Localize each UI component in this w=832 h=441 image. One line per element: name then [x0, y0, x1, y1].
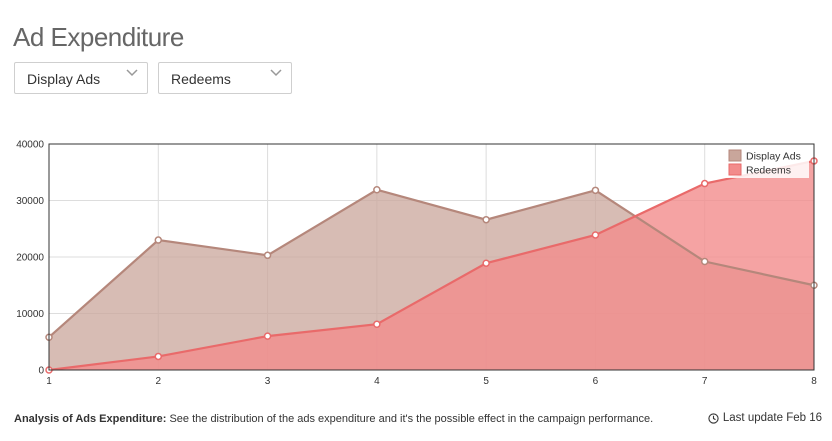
- series-line-0: [48, 188, 815, 339]
- last-update-text: Last update Feb 16: [722, 412, 822, 424]
- data-point: [482, 259, 490, 267]
- data-point: [482, 215, 490, 224]
- data-point: [700, 179, 709, 188]
- x-tick-label: 7: [702, 376, 708, 387]
- data-point: [263, 332, 272, 340]
- data-point: [700, 257, 709, 266]
- y-tick-label: 20000: [16, 253, 44, 264]
- x-tick-label: 2: [156, 376, 162, 387]
- plot-border: [48, 143, 815, 371]
- metric-select-2[interactable]: Redeems: [158, 62, 292, 94]
- data-point: [154, 236, 163, 244]
- metric-select-1[interactable]: Display Ads: [14, 62, 148, 94]
- legend-swatch: [728, 149, 742, 162]
- data-point: [373, 320, 381, 328]
- x-tick-label: 8: [811, 376, 817, 387]
- series-area-1: [49, 160, 814, 370]
- data-point: [263, 251, 272, 260]
- legend-label: Redeems: [746, 165, 791, 177]
- legend-label: Display Ads: [746, 151, 801, 163]
- data-point: [591, 231, 600, 239]
- x-tick-label: 5: [483, 376, 489, 387]
- y-tick-label: 30000: [16, 196, 44, 207]
- data-point: [154, 352, 163, 361]
- metric-select-1-value: Display Ads: [27, 71, 101, 87]
- y-tick-label: 40000: [16, 140, 44, 151]
- x-tick-label: 4: [374, 376, 380, 387]
- series-line-1: [48, 159, 815, 372]
- footer-label: Analysis of Ads Expenditure:: [14, 413, 167, 425]
- data-point: [373, 186, 381, 194]
- clock-icon: [708, 412, 719, 424]
- page-title: Ad Expenditure: [13, 22, 184, 52]
- footer-text: See the distribution of the ads expendit…: [166, 413, 654, 425]
- chevron-down-icon: [126, 69, 138, 77]
- area-chart: 1 2 3 4 5 6 7 8 0 10000 20000 30000 40000 Display Ads…: [16, 140, 818, 387]
- y-tick-label: 10000: [16, 309, 44, 320]
- x-tick-label: 6: [593, 376, 599, 387]
- x-tick-label: 3: [265, 376, 271, 387]
- legend-swatch: [728, 163, 742, 176]
- x-tick-label: 1: [46, 376, 52, 387]
- metric-select-2-value: Redeems: [171, 71, 231, 87]
- footer-description: Analysis of Ads Expenditure: See the dis…: [14, 413, 653, 425]
- last-update: Last update Feb 16: [708, 412, 822, 424]
- chevron-down-icon: [270, 69, 282, 77]
- data-point: [591, 186, 600, 195]
- y-tick-label: 0: [38, 366, 44, 377]
